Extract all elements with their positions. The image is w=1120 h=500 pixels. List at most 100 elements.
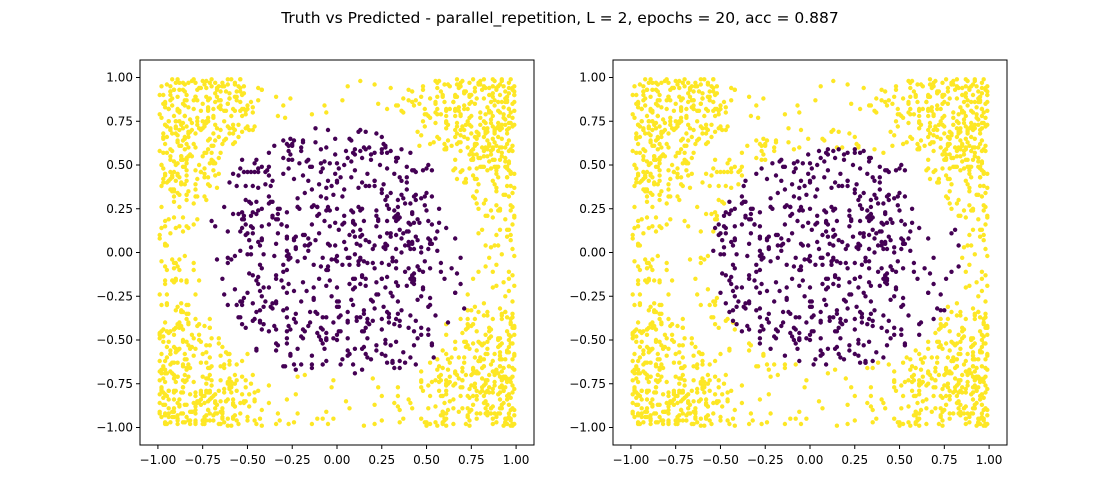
data-point <box>429 341 435 346</box>
data-point <box>766 320 771 325</box>
data-point <box>435 357 440 362</box>
data-point <box>634 376 639 381</box>
data-point <box>759 148 764 154</box>
data-point <box>974 280 979 285</box>
data-point <box>503 122 508 128</box>
data-point <box>976 155 981 161</box>
y-tick-label: 1.00 <box>579 71 606 85</box>
data-point <box>401 96 406 101</box>
data-point <box>354 315 359 320</box>
data-point <box>347 136 352 141</box>
data-point <box>503 294 508 299</box>
data-point <box>510 390 515 395</box>
data-point <box>157 409 162 414</box>
data-point <box>664 260 669 266</box>
data-point <box>196 162 202 168</box>
data-point <box>161 395 166 400</box>
data-point <box>856 337 861 343</box>
data-point <box>906 78 911 84</box>
data-point <box>488 411 494 416</box>
data-point <box>963 178 968 183</box>
data-point <box>293 367 298 372</box>
data-point <box>214 257 220 262</box>
data-point <box>834 259 840 264</box>
data-point <box>433 78 438 84</box>
data-point <box>739 329 745 334</box>
data-point <box>187 346 193 351</box>
data-point <box>313 238 318 243</box>
data-point <box>716 385 721 390</box>
data-point <box>191 267 196 273</box>
data-point <box>723 318 728 323</box>
data-point <box>207 343 212 348</box>
data-point <box>797 337 802 343</box>
data-point <box>797 196 802 201</box>
data-point <box>193 346 198 351</box>
data-point <box>490 421 495 427</box>
data-point <box>797 208 802 213</box>
data-point <box>501 112 506 117</box>
data-point <box>653 215 659 220</box>
data-point <box>958 402 963 407</box>
data-point <box>254 421 259 427</box>
data-point <box>660 418 666 423</box>
data-point <box>265 168 270 173</box>
data-point <box>171 260 177 266</box>
data-point <box>266 222 272 227</box>
data-point <box>974 365 979 371</box>
data-point <box>942 131 947 136</box>
data-point <box>702 257 707 262</box>
data-point <box>478 110 483 115</box>
data-point <box>299 145 304 150</box>
data-point <box>433 99 438 105</box>
data-point <box>444 332 449 337</box>
data-point <box>506 91 512 96</box>
data-point <box>395 385 401 390</box>
data-point <box>879 239 884 245</box>
data-point <box>248 99 254 105</box>
data-point <box>983 383 988 388</box>
data-point <box>406 239 411 245</box>
data-point <box>655 82 660 87</box>
data-point <box>168 231 173 236</box>
data-point <box>732 238 737 243</box>
data-point <box>648 190 653 196</box>
data-point <box>691 364 696 369</box>
data-point <box>402 243 408 248</box>
data-point <box>723 127 728 133</box>
data-point <box>479 376 485 381</box>
data-point <box>967 283 972 288</box>
data-point <box>374 343 379 348</box>
data-point <box>288 96 293 101</box>
data-point <box>947 393 952 399</box>
data-point <box>689 341 694 346</box>
data-point <box>214 87 220 93</box>
data-point <box>920 360 925 365</box>
data-point <box>433 404 438 409</box>
data-point <box>402 269 408 274</box>
data-point <box>635 367 641 372</box>
data-point <box>677 350 682 355</box>
data-point <box>666 411 671 416</box>
data-point <box>379 351 384 357</box>
data-point <box>384 194 390 199</box>
data-point <box>655 113 660 119</box>
data-point <box>979 113 985 119</box>
data-point <box>164 180 170 185</box>
data-point <box>470 194 476 199</box>
data-point <box>470 157 476 162</box>
data-point <box>419 378 424 383</box>
data-point <box>698 416 703 421</box>
data-point <box>485 138 490 143</box>
data-point <box>852 276 857 281</box>
data-point <box>691 89 696 94</box>
data-point <box>193 80 198 86</box>
data-point <box>942 308 947 313</box>
data-point <box>367 239 372 245</box>
data-point <box>949 371 954 376</box>
data-point <box>926 94 931 100</box>
data-point <box>331 378 336 383</box>
data-point <box>970 343 976 348</box>
data-point <box>653 420 659 425</box>
data-point <box>983 299 988 304</box>
